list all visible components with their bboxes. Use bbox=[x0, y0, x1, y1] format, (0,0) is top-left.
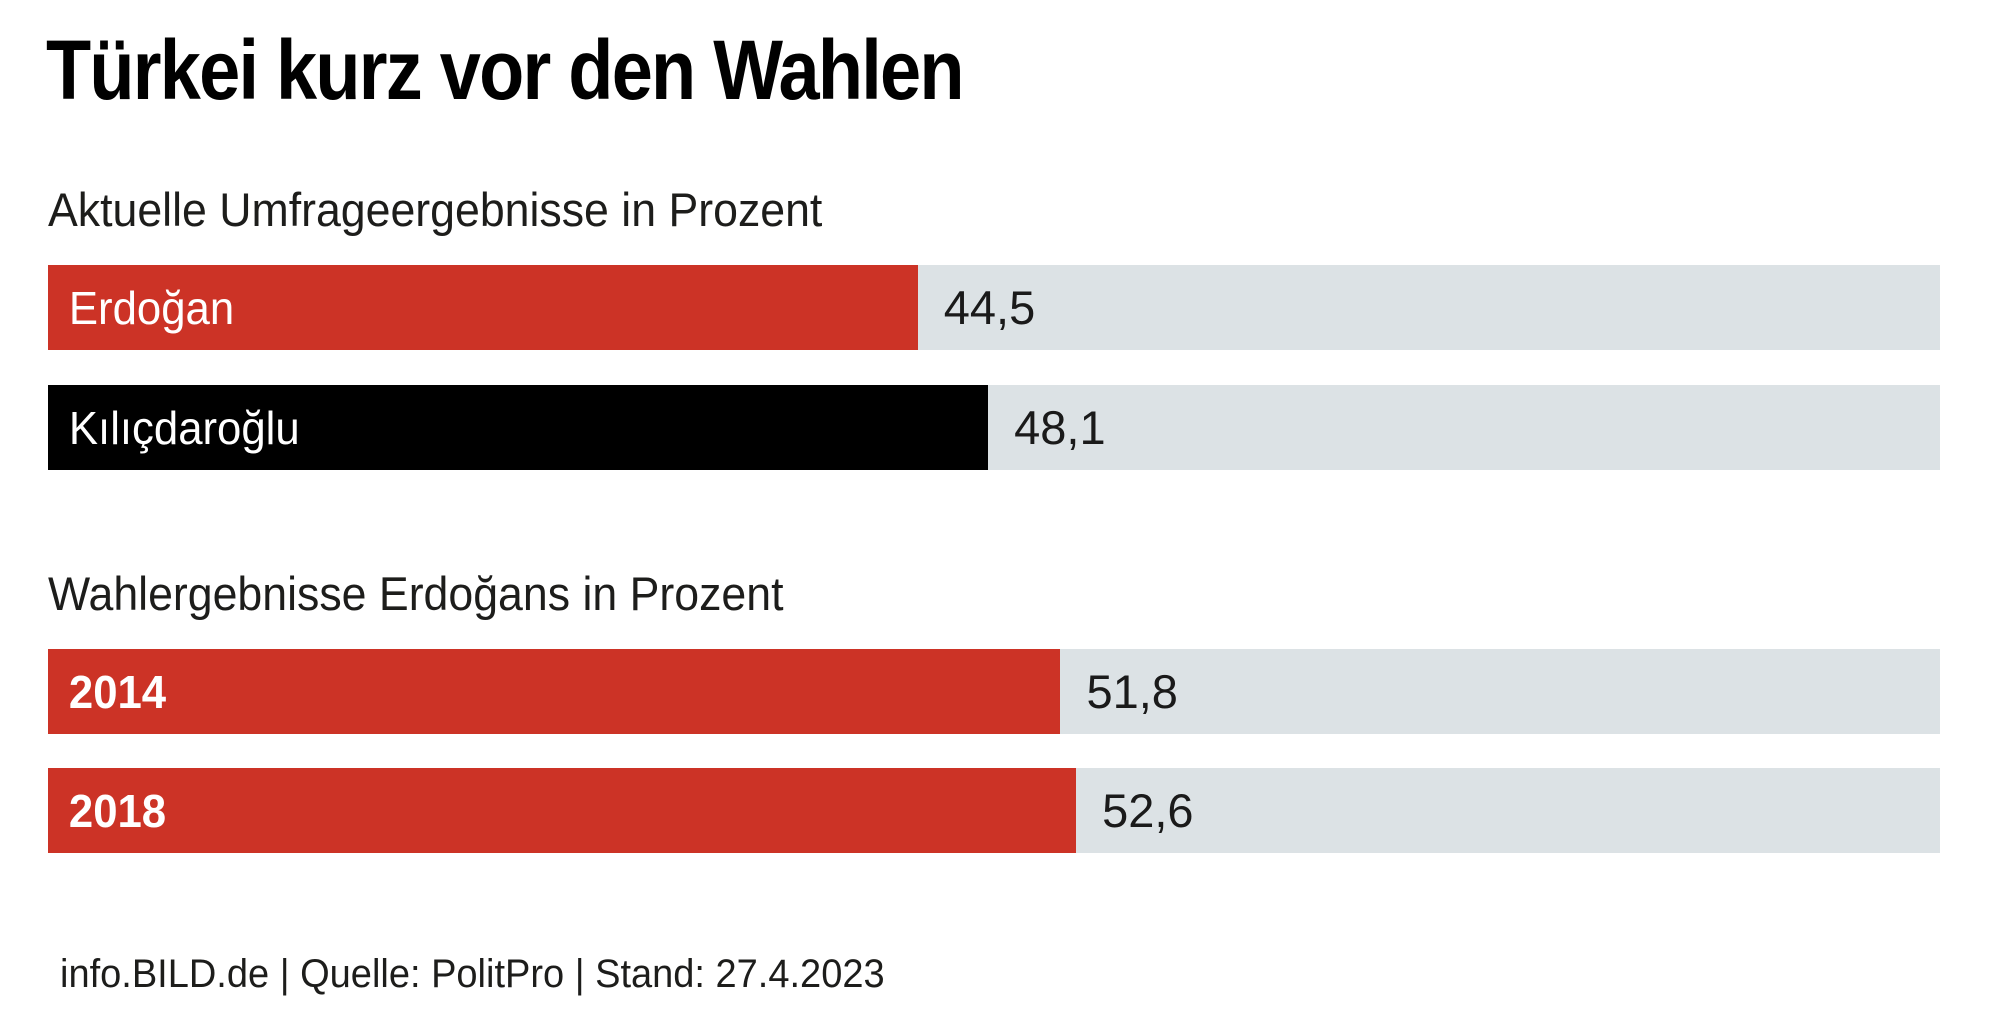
bar-label-2014: 2014 bbox=[68, 665, 167, 718]
section-poll-title: Aktuelle Umfrageergebnisse in Prozent bbox=[48, 183, 823, 236]
bar-fill-2018: 2018 bbox=[48, 768, 1077, 853]
bar-label-2018: 2018 bbox=[68, 784, 167, 837]
bar-fill-2014: 2014 bbox=[48, 649, 1061, 734]
page-title: Türkei kurz vor den Wahlen bbox=[46, 23, 965, 117]
bar-label-kilicdaroglu: Kılıçdaroğlu bbox=[68, 401, 300, 454]
bar-row-2014: 2014 51,8 bbox=[48, 649, 1940, 734]
bar-row-erdogan: Erdoğan 44,5 bbox=[48, 265, 1940, 350]
section-election-title: Wahlergebnisse Erdoğans in Prozent bbox=[48, 567, 784, 620]
bar-value-erdogan: 44,5 bbox=[943, 281, 1036, 334]
footer-credit: info.BILD.de | Quelle: PolitPro | Stand:… bbox=[60, 952, 885, 996]
bar-value-kilicdaroglu: 48,1 bbox=[1014, 401, 1106, 454]
bar-row-2018: 2018 52,6 bbox=[48, 768, 1940, 853]
bar-fill-erdogan: Erdoğan bbox=[48, 265, 918, 350]
bar-fill-kilicdaroglu: Kılıçdaroğlu bbox=[48, 385, 989, 470]
bar-label-erdogan: Erdoğan bbox=[68, 281, 235, 334]
bar-value-2018: 52,6 bbox=[1102, 784, 1194, 837]
bar-value-2014: 51,8 bbox=[1086, 665, 1178, 718]
bar-row-kilicdaroglu: Kılıçdaroğlu 48,1 bbox=[48, 385, 1940, 470]
